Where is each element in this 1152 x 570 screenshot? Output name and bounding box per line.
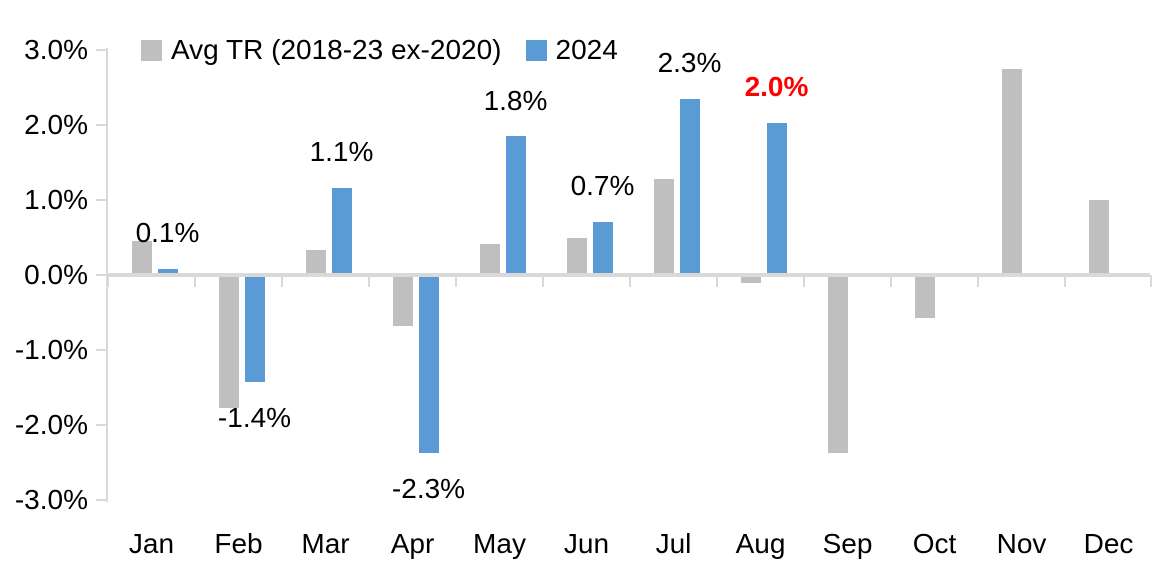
month-label-oct: Oct	[912, 528, 957, 559]
month-label-apr: Apr	[390, 528, 435, 559]
x-axis-tick-mark	[890, 275, 892, 287]
bar-2024-jan	[157, 269, 178, 273]
data-label-apr: -2.3%	[391, 473, 466, 505]
bar-2024-may	[505, 136, 526, 273]
y-axis-tick-label: 3.0%	[24, 34, 88, 65]
bar-avg-dec	[1088, 200, 1109, 273]
bar-avg-aug	[740, 277, 761, 283]
month-label-feb: Feb	[214, 528, 263, 559]
x-axis-tick-mark	[803, 275, 805, 287]
legend-swatch-2024	[525, 39, 547, 61]
bar-avg-sep	[827, 277, 848, 453]
month-label-jul: Jul	[655, 528, 692, 559]
month-label-dec: Dec	[1083, 528, 1134, 559]
legend-label-2024: 2024	[555, 34, 618, 65]
bar-avg-oct	[914, 277, 935, 318]
y-axis-tick-label: 1.0%	[24, 184, 88, 215]
y-axis-tick-mark	[96, 499, 107, 501]
data-label-jan: 0.1%	[135, 217, 200, 249]
data-label-mar: 1.1%	[309, 136, 374, 168]
y-axis-tick-label: 2.0%	[24, 109, 88, 140]
x-axis-tick-mark	[629, 275, 631, 287]
month-label-nov: Nov	[996, 528, 1047, 559]
data-label-jul: 2.3%	[657, 47, 722, 78]
bar-2024-apr	[418, 277, 439, 453]
y-axis-tick-label: -1.0%	[14, 334, 88, 365]
x-axis-tick-mark	[455, 275, 457, 287]
bar-avg-apr	[392, 277, 413, 326]
data-label-jun: 0.7%	[570, 170, 635, 201]
y-axis-tick-mark	[96, 124, 107, 126]
x-axis-tick-mark	[281, 275, 283, 287]
x-axis-tick-mark	[542, 275, 544, 287]
data-label-may: 1.8%	[483, 84, 548, 116]
y-axis-tick-label: -2.0%	[14, 409, 88, 440]
x-axis-tick-mark	[107, 275, 109, 287]
data-label-aug: 2.0%	[744, 71, 809, 102]
legend-swatch-avg-tr	[141, 39, 162, 61]
x-axis-tick-mark	[368, 275, 370, 287]
month-label-mar: Mar	[301, 528, 350, 559]
data-label-feb: -1.4%	[217, 402, 292, 433]
month-label-may: May	[473, 528, 526, 559]
y-axis-tick-label: -3.0%	[14, 484, 88, 515]
bar-2024-aug	[766, 123, 787, 273]
month-label-sep: Sep	[822, 528, 873, 559]
y-axis-tick-mark	[96, 49, 107, 51]
bar-2024-feb	[244, 277, 265, 382]
bar-avg-nov	[1001, 69, 1022, 273]
bar-avg-jan	[131, 241, 152, 273]
bar-avg-mar	[305, 250, 326, 273]
y-axis-tick-mark	[96, 199, 107, 201]
bar-avg-feb	[218, 277, 239, 408]
x-axis-baseline	[106, 273, 1150, 277]
x-axis-tick-mark	[977, 275, 979, 287]
bar-2024-mar	[331, 188, 352, 273]
bar-avg-may	[479, 244, 500, 273]
legend-label-avg-tr: Avg TR (2018-23 ex-2020)	[171, 34, 502, 65]
x-axis-tick-mark	[716, 275, 718, 287]
month-label-jun: Jun	[563, 528, 610, 559]
x-axis-tick-mark	[1150, 275, 1152, 287]
x-axis-tick-mark	[1064, 275, 1066, 287]
bar-avg-jun	[566, 238, 587, 273]
bar-avg-jul	[653, 179, 674, 273]
month-label-aug: Aug	[735, 528, 786, 559]
bar-2024-jul	[679, 99, 700, 273]
month-label-jan: Jan	[128, 528, 175, 559]
y-axis-tick-label: 0.0%	[24, 259, 88, 290]
y-axis-tick-mark	[96, 274, 107, 276]
y-axis-tick-mark	[96, 349, 107, 351]
x-axis-tick-mark	[194, 275, 196, 287]
bar-2024-jun	[592, 222, 613, 273]
y-axis-tick-mark	[96, 424, 107, 426]
chart-legend: Avg TR (2018-23 ex-2020) 2024	[141, 34, 618, 66]
